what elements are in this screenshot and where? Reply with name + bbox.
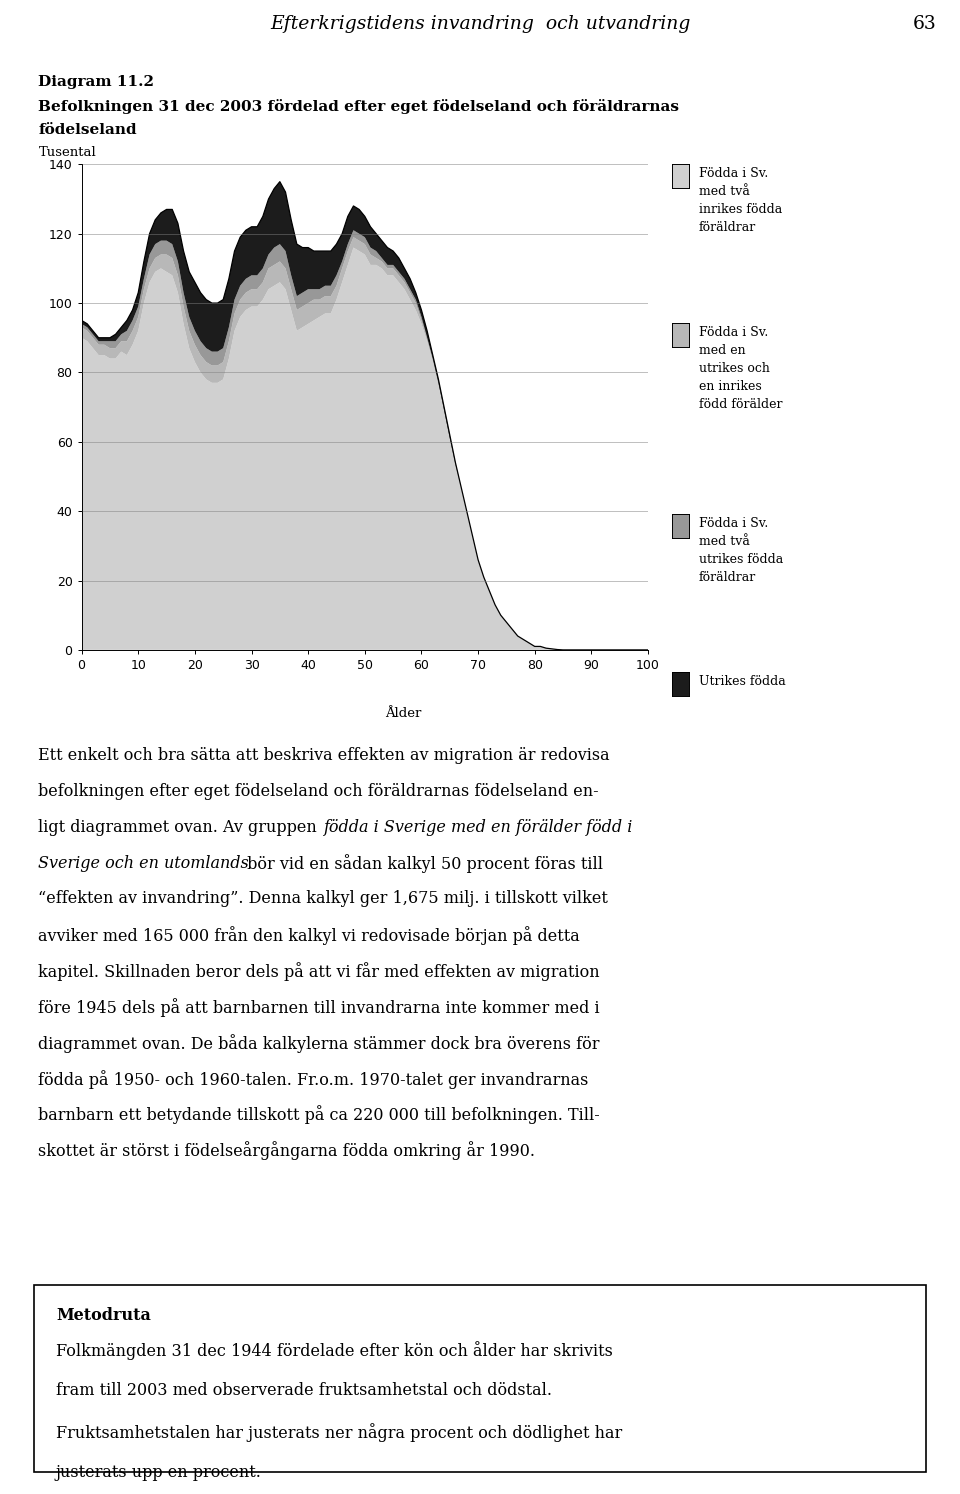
Text: avviker med 165 000 från den kalkyl vi redovisade början på detta: avviker med 165 000 från den kalkyl vi r… xyxy=(38,926,580,946)
Text: Folkmängden 31 dec 1944 fördelade efter kön och ålder har skrivits: Folkmängden 31 dec 1944 fördelade efter … xyxy=(56,1342,612,1360)
Text: Efterkrigstidens invandring  och utvandring: Efterkrigstidens invandring och utvandri… xyxy=(270,15,690,33)
Text: Fruktsamhetstalen har justerats ner några procent och dödlighet har: Fruktsamhetstalen har justerats ner någr… xyxy=(56,1422,622,1442)
Text: fram till 2003 med observerade fruktsamhetstal och dödstal.: fram till 2003 med observerade fruktsamh… xyxy=(56,1382,552,1398)
Text: justerats upp en procent.: justerats upp en procent. xyxy=(56,1464,262,1481)
Text: födelseland: födelseland xyxy=(38,123,137,136)
Text: Metodruta: Metodruta xyxy=(56,1307,151,1324)
Text: Befolkningen 31 dec 2003 fördelad efter eget födelseland och föräldrarnas: Befolkningen 31 dec 2003 fördelad efter … xyxy=(38,99,680,114)
Text: barnbarn ett betydande tillskott på ca 220 000 till befolkningen. Till-: barnbarn ett betydande tillskott på ca 2… xyxy=(38,1106,600,1125)
Text: bör vid en sådan kalkyl 50 procent föras till: bör vid en sådan kalkyl 50 procent föras… xyxy=(242,855,603,874)
Text: före 1945 dels på att barnbarnen till invandrarna inte kommer med i: före 1945 dels på att barnbarnen till in… xyxy=(38,998,600,1017)
Text: Födda i Sv.
med en
utrikes och
en inrikes
född förälder: Födda i Sv. med en utrikes och en inrike… xyxy=(699,326,782,411)
Text: Ålder: Ålder xyxy=(385,707,421,720)
Text: “effekten av invandring”. Denna kalkyl ger 1,675 milj. i tillskott vilket: “effekten av invandring”. Denna kalkyl g… xyxy=(38,890,609,907)
Text: födda i Sverige med en förälder född i: födda i Sverige med en förälder född i xyxy=(324,819,634,835)
Text: diagrammet ovan. De båda kalkylerna stämmer dock bra överens för: diagrammet ovan. De båda kalkylerna stäm… xyxy=(38,1034,600,1053)
Text: Födda i Sv.
med två
utrikes födda
föräldrar: Födda i Sv. med två utrikes födda föräld… xyxy=(699,517,783,584)
Text: 63: 63 xyxy=(912,15,936,33)
Text: Diagram 11.2: Diagram 11.2 xyxy=(38,75,155,88)
Text: Ett enkelt och bra sätta att beskriva effekten av migration är redovisa: Ett enkelt och bra sätta att beskriva ef… xyxy=(38,747,610,763)
Text: födda på 1950- och 1960-talen. Fr.o.m. 1970-talet ger invandrarnas: födda på 1950- och 1960-talen. Fr.o.m. 1… xyxy=(38,1070,588,1089)
Text: ligt diagrammet ovan. Av gruppen: ligt diagrammet ovan. Av gruppen xyxy=(38,819,323,835)
Text: befolkningen efter eget födelseland och föräldrarnas födelseland en-: befolkningen efter eget födelseland och … xyxy=(38,783,599,799)
Text: Utrikes födda: Utrikes födda xyxy=(699,675,785,689)
Text: kapitel. Skillnaden beror dels på att vi får med effekten av migration: kapitel. Skillnaden beror dels på att vi… xyxy=(38,962,600,982)
Text: Sverige och en utomlands: Sverige och en utomlands xyxy=(38,855,250,871)
Text: Tusental: Tusental xyxy=(38,146,96,160)
Text: Födda i Sv.
med två
inrikes födda
föräldrar: Födda i Sv. med två inrikes födda föräld… xyxy=(699,167,782,235)
Text: skottet är störst i födelseårgångarna födda omkring år 1990.: skottet är störst i födelseårgångarna fö… xyxy=(38,1141,536,1161)
